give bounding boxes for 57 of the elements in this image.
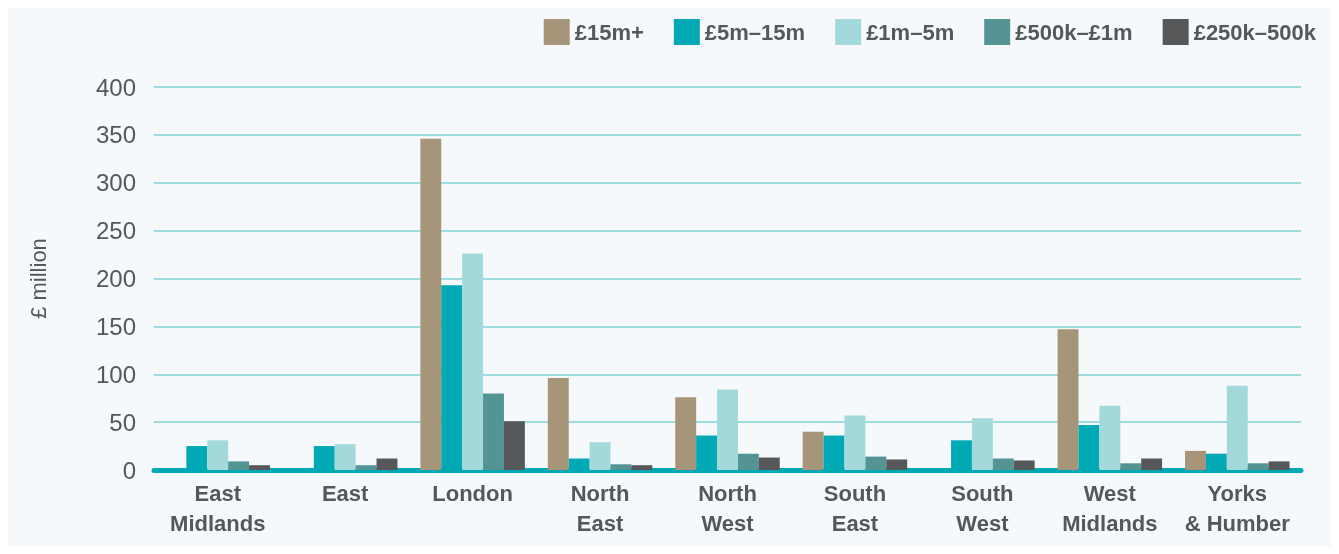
bar xyxy=(1099,405,1121,470)
y-tick-label: 400 xyxy=(95,73,136,101)
bar xyxy=(334,444,356,470)
bar xyxy=(1141,458,1163,470)
bar xyxy=(631,465,653,470)
legend-label: £1m–5m xyxy=(866,19,955,45)
y-axis-title: £ million xyxy=(25,238,51,319)
bar xyxy=(675,397,697,470)
bar xyxy=(865,456,887,470)
bar xyxy=(717,389,738,470)
bar xyxy=(1120,463,1142,470)
y-tick-label: 50 xyxy=(109,408,136,436)
y-tick-label: 300 xyxy=(95,169,136,197)
x-tick-label: Yorks & Humber xyxy=(1184,480,1291,536)
y-tick-label: 100 xyxy=(95,360,136,388)
legend-label: £500k–£1m xyxy=(1015,19,1133,45)
x-tick-label: North East xyxy=(570,480,630,536)
legend-label: £250k–500k xyxy=(1193,19,1317,45)
bar xyxy=(228,461,250,470)
bar xyxy=(758,457,780,470)
bar xyxy=(844,415,866,470)
bar xyxy=(1057,329,1079,470)
bar xyxy=(355,465,377,470)
bar xyxy=(547,378,569,470)
y-tick-label: 250 xyxy=(95,217,136,245)
bar xyxy=(503,421,525,470)
legend-label: £5m–15m xyxy=(704,19,806,45)
y-tick-label: 350 xyxy=(95,121,136,149)
bar xyxy=(376,458,398,470)
bar xyxy=(483,393,504,470)
x-tick-label: London xyxy=(432,480,513,506)
bar xyxy=(971,418,993,470)
bar xyxy=(1268,461,1290,470)
bar xyxy=(420,138,442,470)
x-tick-label: East Midlands xyxy=(170,480,266,536)
x-tick-label: North West xyxy=(698,480,757,536)
y-tick-label: 0 xyxy=(122,456,136,484)
bar xyxy=(1013,460,1035,470)
bar xyxy=(886,459,908,470)
bar xyxy=(1247,463,1269,470)
bar xyxy=(589,442,611,470)
bar xyxy=(207,440,229,470)
bar xyxy=(802,431,824,470)
bar xyxy=(462,253,484,470)
bar xyxy=(1226,385,1248,470)
bar xyxy=(1185,450,1206,470)
y-tick-label: 200 xyxy=(95,265,136,292)
x-tick-label: West Midlands xyxy=(1062,480,1158,536)
bar xyxy=(992,458,1014,470)
x-tick-label: South West xyxy=(951,480,1014,536)
x-tick-label: East xyxy=(321,480,370,506)
bar xyxy=(249,465,270,470)
y-tick-label: 150 xyxy=(95,312,136,340)
bar xyxy=(737,453,759,470)
bar xyxy=(610,464,632,470)
legend-label: £15m+ xyxy=(574,19,644,45)
x-tick-label: South East xyxy=(823,480,887,536)
